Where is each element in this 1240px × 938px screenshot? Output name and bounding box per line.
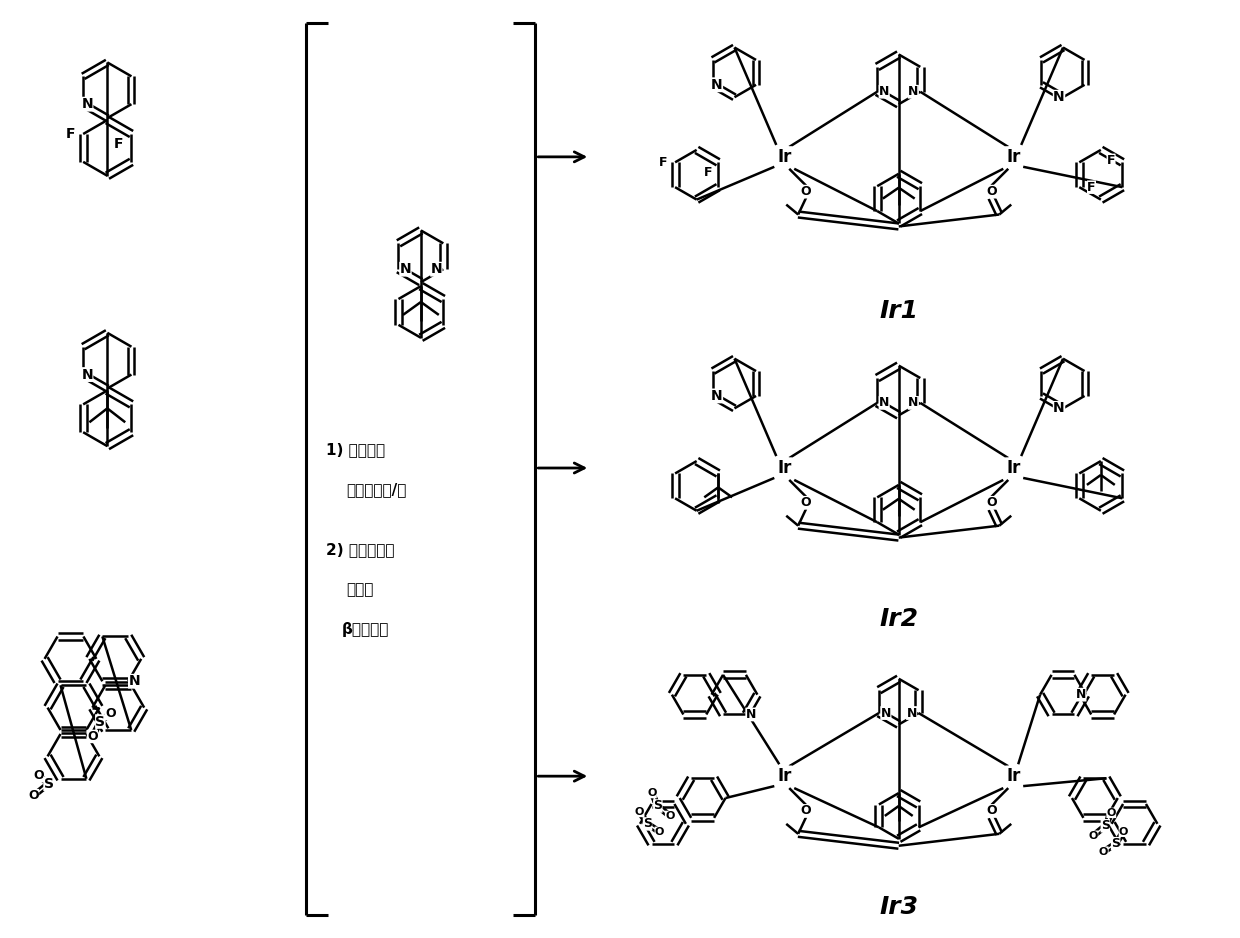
Text: N: N <box>1053 401 1065 416</box>
Text: 碳酸钠: 碳酸钠 <box>346 582 373 597</box>
Text: F: F <box>66 127 76 141</box>
Text: β二酮配体: β二酮配体 <box>341 622 388 637</box>
Text: 2) 乙二醇乙醚: 2) 乙二醇乙醚 <box>326 542 394 557</box>
Text: O: O <box>986 805 997 817</box>
Text: N: N <box>399 263 412 276</box>
Text: N: N <box>1076 688 1086 702</box>
Text: N: N <box>908 85 919 98</box>
Text: Ir: Ir <box>1006 767 1021 785</box>
Text: F: F <box>704 166 712 179</box>
Text: F: F <box>658 156 667 169</box>
Text: Ir3: Ir3 <box>879 896 919 919</box>
Text: S: S <box>653 799 662 812</box>
Text: O: O <box>105 707 115 720</box>
Text: 乙二醇乙醚/水: 乙二醇乙醚/水 <box>346 482 407 497</box>
Text: N: N <box>82 368 93 382</box>
Text: O: O <box>801 805 811 817</box>
Text: O: O <box>29 789 38 802</box>
Text: S: S <box>43 777 53 791</box>
Text: O: O <box>87 730 98 743</box>
Text: O: O <box>801 496 811 509</box>
Text: N: N <box>879 85 889 98</box>
Text: O: O <box>986 496 997 509</box>
Text: O: O <box>655 826 665 837</box>
Text: O: O <box>1118 826 1128 837</box>
Text: O: O <box>1099 847 1109 856</box>
Text: O: O <box>1106 808 1116 818</box>
Text: N: N <box>1053 90 1065 104</box>
Text: Ir: Ir <box>777 148 791 166</box>
Text: O: O <box>986 185 997 198</box>
Text: N: N <box>430 263 443 276</box>
Text: N: N <box>880 706 892 719</box>
Text: Ir: Ir <box>1006 148 1021 166</box>
Text: Ir: Ir <box>1006 459 1021 477</box>
Text: O: O <box>647 788 656 798</box>
Text: O: O <box>33 769 43 782</box>
Text: S: S <box>644 817 652 830</box>
Text: N: N <box>908 397 919 409</box>
Text: N: N <box>711 389 723 403</box>
Text: Ir: Ir <box>777 459 791 477</box>
Text: O: O <box>635 807 645 817</box>
Text: Ir1: Ir1 <box>879 299 919 323</box>
Text: Ir2: Ir2 <box>879 607 919 631</box>
Text: S: S <box>1111 838 1120 850</box>
Text: F: F <box>1107 154 1115 167</box>
Text: F: F <box>1087 181 1096 193</box>
Text: O: O <box>801 185 811 198</box>
Text: N: N <box>711 78 723 92</box>
Text: 1) 三氯化铱: 1) 三氯化铱 <box>326 443 386 458</box>
Text: F: F <box>114 137 124 151</box>
Text: O: O <box>665 811 675 821</box>
Text: S: S <box>95 715 105 729</box>
Text: N: N <box>906 706 916 719</box>
Text: N: N <box>745 708 756 721</box>
Text: N: N <box>82 98 93 112</box>
Text: S: S <box>1101 819 1110 832</box>
Text: Ir: Ir <box>777 767 791 785</box>
Text: N: N <box>879 397 889 409</box>
Text: O: O <box>1089 831 1099 840</box>
Text: N: N <box>129 674 140 688</box>
